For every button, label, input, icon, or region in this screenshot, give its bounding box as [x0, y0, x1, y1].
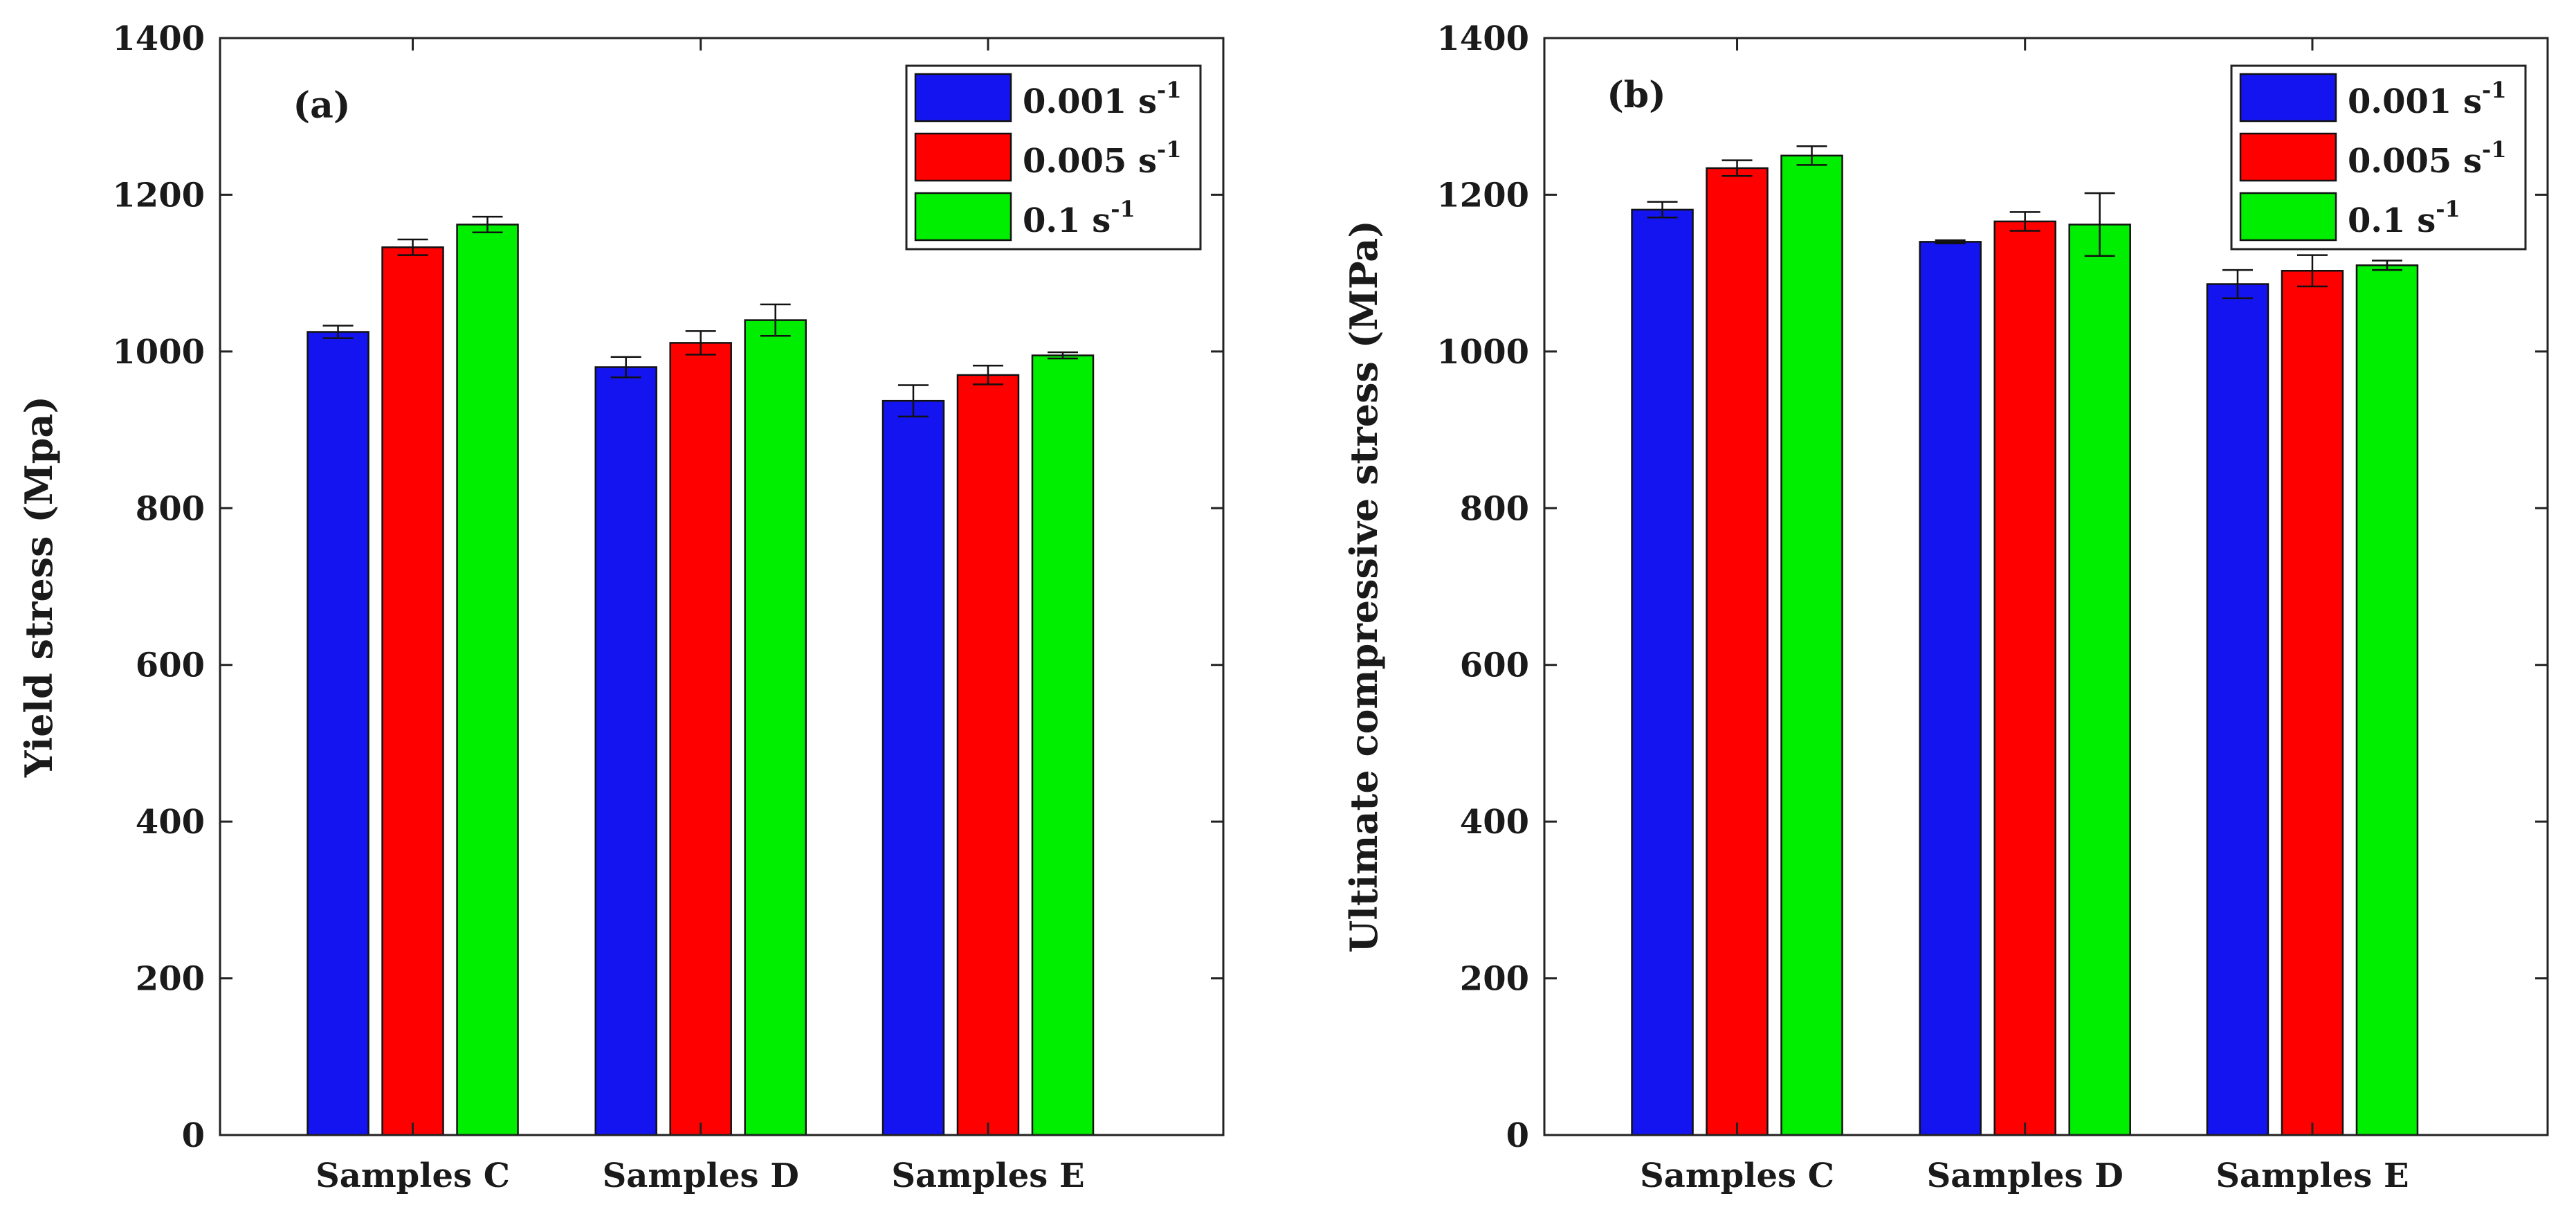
x-tick-label: Samples E [2216, 1156, 2409, 1195]
bar-samples-d-series-0 [594, 366, 657, 1136]
y-axis-label: Yield stress (Mpa) [17, 396, 61, 778]
legend-swatch [2239, 192, 2337, 242]
panel-label: (a) [293, 84, 351, 127]
axis-frame [219, 37, 1225, 1136]
y-axis-label: Ultimate compressive stress (MPa) [1342, 220, 1386, 953]
error-bar-samples-c-series-0 [1647, 201, 1678, 219]
bar-samples-c-series-0 [1631, 208, 1694, 1136]
bar-samples-c-series-2 [456, 224, 519, 1136]
legend-entry-label: 0.005 s-1 [2348, 136, 2507, 181]
bar-samples-e-series-0 [2206, 283, 2269, 1136]
legend-swatch [2239, 132, 2337, 182]
x-tick-label: Samples D [603, 1156, 799, 1195]
error-bar-samples-c-series-1 [1721, 159, 1753, 177]
x-tick-label: Samples D [1927, 1156, 2123, 1195]
bar-samples-e-series-2 [2355, 264, 2419, 1136]
y-tick-label: 400 [136, 803, 205, 842]
error-bar-samples-d-series-0 [1935, 239, 1966, 244]
y-tick-label: 0 [182, 1116, 205, 1155]
y-tick-label: 600 [136, 646, 205, 685]
bar-samples-d-series-1 [669, 342, 732, 1136]
y-tick-label: 1400 [112, 19, 205, 58]
legend-swatch [2239, 73, 2337, 122]
bar-samples-e-series-2 [1031, 354, 1095, 1136]
y-tick-label: 0 [1506, 1116, 1529, 1155]
legend: 0.001 s-1 0.005 s-1 0.1 s-1 [2230, 64, 2527, 251]
error-bar-samples-d-series-2 [760, 303, 791, 337]
error-bar-samples-e-series-2 [2371, 260, 2402, 271]
chart-panel-a: Samples C Samples D Samples E 0 200 400 600 800… [17, 19, 1225, 1195]
legend-entry-label: 0.005 s-1 [1023, 136, 1182, 181]
legend-entry-label: 0.1 s-1 [1023, 196, 1135, 240]
legend-entry-label: 0.001 s-1 [1023, 77, 1182, 121]
x-tick-label: Samples C [316, 1156, 510, 1195]
error-bar-samples-d-series-0 [610, 356, 641, 379]
bar-samples-d-series-0 [1919, 241, 1982, 1136]
panel-label: (b) [1607, 74, 1666, 116]
y-tick-label: 800 [1460, 489, 1529, 528]
y-tick-label: 1200 [112, 176, 205, 215]
legend-swatch [914, 192, 1012, 242]
error-bar-samples-c-series-2 [472, 215, 503, 234]
chart-panel-b: Samples C Samples D Samples E 0 200 400 600 800… [1342, 19, 2549, 1195]
bar-samples-d-series-2 [744, 319, 807, 1136]
axis-frame [1543, 37, 2549, 1136]
error-bar-samples-d-series-2 [2084, 192, 2115, 257]
error-bar-samples-d-series-1 [2009, 211, 2040, 232]
error-bar-samples-d-series-1 [685, 330, 716, 356]
legend-swatch [914, 73, 1012, 122]
legend: 0.001 s-1 0.005 s-1 0.1 s-1 [905, 64, 1202, 251]
x-tick-label: Samples E [891, 1156, 1084, 1195]
bar-samples-c-series-0 [307, 331, 369, 1136]
bar-samples-c-series-2 [1780, 154, 1843, 1136]
bar-samples-c-series-1 [381, 246, 444, 1136]
bar-samples-e-series-1 [2281, 269, 2344, 1136]
y-tick-label: 400 [1460, 803, 1529, 842]
error-bar-samples-e-series-2 [1047, 351, 1078, 360]
y-tick-label: 1000 [1436, 333, 1529, 372]
error-bar-samples-e-series-0 [2222, 269, 2253, 300]
y-tick-label: 200 [136, 960, 205, 999]
y-tick-label: 1400 [1436, 19, 1529, 58]
bar-samples-c-series-1 [1706, 167, 1769, 1136]
legend-entry-label: 0.001 s-1 [2348, 77, 2507, 121]
y-tick-label: 200 [1460, 960, 1529, 999]
bar-samples-d-series-1 [1993, 220, 2056, 1136]
bar-samples-e-series-1 [956, 374, 1020, 1136]
y-tick-label: 800 [136, 489, 205, 528]
error-bar-samples-c-series-2 [1796, 145, 1827, 166]
bar-samples-e-series-0 [881, 399, 945, 1136]
legend-entry-label: 0.1 s-1 [2348, 196, 2460, 240]
y-tick-label: 600 [1460, 646, 1529, 685]
x-tick-label: Samples C [1640, 1156, 1834, 1195]
error-bar-samples-c-series-1 [397, 238, 428, 256]
error-bar-samples-e-series-0 [897, 384, 929, 418]
y-tick-label: 1000 [112, 333, 205, 372]
error-bar-samples-c-series-0 [322, 325, 354, 339]
bar-samples-d-series-2 [2068, 224, 2131, 1136]
error-bar-samples-e-series-1 [972, 364, 1003, 385]
error-bar-samples-e-series-1 [2296, 254, 2328, 288]
legend-swatch [914, 132, 1012, 182]
y-tick-label: 1200 [1436, 176, 1529, 215]
